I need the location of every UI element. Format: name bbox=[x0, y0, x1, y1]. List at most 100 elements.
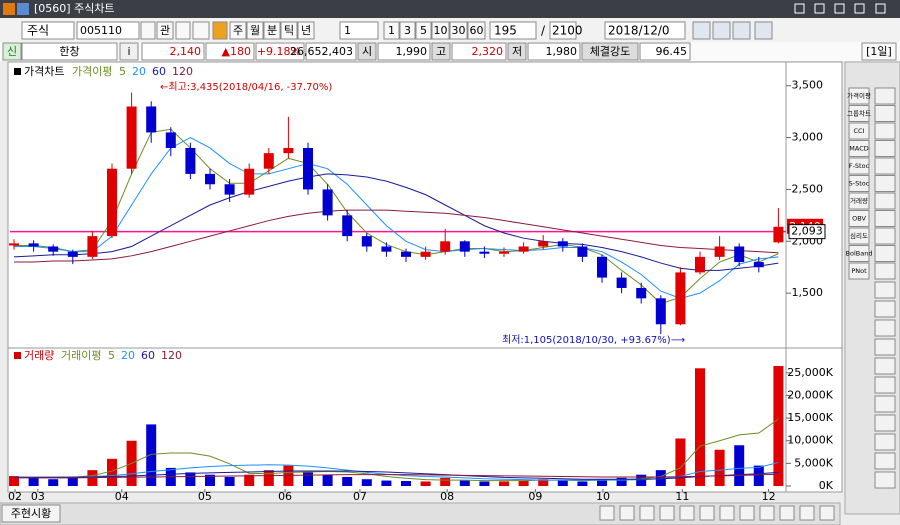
side-tool[interactable] bbox=[848, 140, 870, 157]
nav-button[interactable] bbox=[659, 505, 675, 521]
drawing-tool[interactable] bbox=[874, 338, 896, 356]
watch-button[interactable] bbox=[156, 21, 174, 40]
drawing-tool[interactable] bbox=[874, 87, 896, 105]
bottom-tab-label[interactable]: 주현시황 bbox=[11, 507, 51, 520]
count-label[interactable]: 195 bbox=[494, 24, 517, 38]
drawing-tool[interactable] bbox=[874, 105, 896, 122]
day-button[interactable] bbox=[212, 21, 228, 40]
side-tool[interactable] bbox=[848, 157, 870, 175]
drawing-tool[interactable] bbox=[874, 452, 896, 470]
spin-button[interactable] bbox=[192, 21, 210, 40]
minute-button[interactable] bbox=[431, 21, 450, 40]
side-tool-label[interactable]: MACD bbox=[849, 145, 868, 153]
minute-label[interactable]: 5 bbox=[420, 24, 427, 37]
side-tool-label[interactable]: BolBand bbox=[846, 250, 873, 258]
nav-button[interactable] bbox=[719, 505, 735, 521]
period-label[interactable]: 월 bbox=[250, 24, 260, 37]
nav-button[interactable] bbox=[759, 505, 775, 521]
side-tool-label[interactable]: F-Stoc bbox=[849, 162, 870, 170]
date-select[interactable] bbox=[604, 21, 686, 40]
side-tool[interactable] bbox=[848, 175, 870, 192]
tool-icon[interactable] bbox=[754, 21, 773, 40]
nav-button[interactable] bbox=[799, 505, 815, 521]
interval-label[interactable]: 1 bbox=[344, 24, 351, 37]
drawing-tool[interactable] bbox=[874, 319, 896, 337]
drawing-tool[interactable] bbox=[874, 245, 896, 262]
watch-label[interactable]: 관 bbox=[160, 24, 170, 37]
minute-label[interactable]: 1 bbox=[388, 24, 395, 37]
side-tool[interactable] bbox=[848, 210, 870, 227]
period-label[interactable]: 년 bbox=[301, 24, 311, 37]
total-label[interactable]: 2100 bbox=[552, 24, 583, 38]
side-tool-label[interactable]: 심리도 bbox=[850, 231, 868, 240]
side-tool-label[interactable]: PNot bbox=[851, 267, 867, 275]
market-label[interactable]: 주식 bbox=[27, 24, 49, 38]
nav-button[interactable] bbox=[619, 505, 635, 521]
nav-button[interactable] bbox=[819, 505, 835, 521]
side-tool[interactable] bbox=[848, 227, 870, 245]
search-button[interactable] bbox=[140, 21, 156, 40]
minute-label[interactable]: 10 bbox=[434, 24, 448, 37]
code-label[interactable]: 005110 bbox=[80, 24, 122, 37]
nav-button[interactable] bbox=[699, 505, 715, 521]
side-tool-label[interactable]: OBV bbox=[852, 215, 866, 223]
side-tool[interactable] bbox=[848, 87, 870, 105]
side-tool-label[interactable]: 가격이평 bbox=[847, 91, 871, 100]
drawing-tool[interactable] bbox=[874, 122, 896, 140]
nav-button[interactable] bbox=[679, 505, 695, 521]
nav-button[interactable] bbox=[739, 505, 755, 521]
minute-button[interactable] bbox=[383, 21, 400, 40]
side-tool-label[interactable]: CCI bbox=[854, 127, 865, 135]
nav-button[interactable] bbox=[639, 505, 655, 521]
code-input[interactable] bbox=[76, 21, 140, 40]
drawing-tool[interactable] bbox=[874, 300, 896, 318]
nav-button[interactable] bbox=[599, 505, 615, 521]
period-button[interactable] bbox=[229, 21, 247, 40]
minute-button[interactable] bbox=[449, 21, 468, 40]
side-tool[interactable] bbox=[848, 245, 870, 262]
nav-button[interactable] bbox=[779, 505, 795, 521]
drawing-tool[interactable] bbox=[874, 471, 896, 489]
side-tool[interactable] bbox=[848, 262, 870, 280]
period-label[interactable]: 틱 bbox=[284, 24, 294, 37]
drawing-tool[interactable] bbox=[874, 210, 896, 227]
period-button[interactable] bbox=[297, 21, 315, 40]
total-input[interactable] bbox=[549, 21, 577, 40]
minute-button[interactable] bbox=[399, 21, 416, 40]
drawing-tool[interactable] bbox=[874, 157, 896, 175]
drawing-tool[interactable] bbox=[874, 227, 896, 245]
drawing-tool[interactable] bbox=[874, 433, 896, 451]
bottom-tab[interactable] bbox=[1, 504, 61, 523]
period-label[interactable]: 분 bbox=[267, 24, 277, 37]
minute-button[interactable] bbox=[467, 21, 486, 40]
date-label[interactable]: 2018/12/0 bbox=[608, 24, 670, 38]
period-label[interactable]: 주 bbox=[233, 24, 243, 37]
minute-button[interactable] bbox=[415, 21, 432, 40]
drawing-tool[interactable] bbox=[874, 395, 896, 413]
tool-icon[interactable] bbox=[712, 21, 731, 40]
market-select[interactable] bbox=[21, 21, 75, 40]
tool-icon[interactable] bbox=[692, 21, 711, 40]
period-button[interactable] bbox=[280, 21, 298, 40]
drawing-tool[interactable] bbox=[874, 192, 896, 210]
side-tool[interactable] bbox=[848, 122, 870, 140]
drawing-tool[interactable] bbox=[874, 262, 896, 280]
drawing-tool[interactable] bbox=[874, 175, 896, 192]
side-tool-label[interactable]: 거래량 bbox=[850, 196, 868, 205]
minute-label[interactable]: 3 bbox=[404, 24, 411, 37]
period-button[interactable] bbox=[263, 21, 281, 40]
minute-label[interactable]: 60 bbox=[470, 24, 484, 37]
side-tool[interactable] bbox=[848, 105, 870, 122]
count-input[interactable] bbox=[489, 21, 537, 40]
drawing-tool[interactable] bbox=[874, 140, 896, 157]
side-tool-label[interactable]: S-Stoc bbox=[849, 180, 870, 188]
up-button[interactable] bbox=[175, 21, 191, 40]
drawing-tool[interactable] bbox=[874, 281, 896, 299]
tool-icon[interactable] bbox=[732, 21, 751, 40]
side-tool[interactable] bbox=[848, 192, 870, 210]
side-tool-label[interactable]: 그룹차트 bbox=[847, 109, 871, 118]
window-buttons[interactable] bbox=[794, 3, 886, 14]
drawing-tool[interactable] bbox=[874, 414, 896, 432]
interval-select[interactable] bbox=[339, 21, 379, 40]
minute-label[interactable]: 30 bbox=[452, 24, 466, 37]
